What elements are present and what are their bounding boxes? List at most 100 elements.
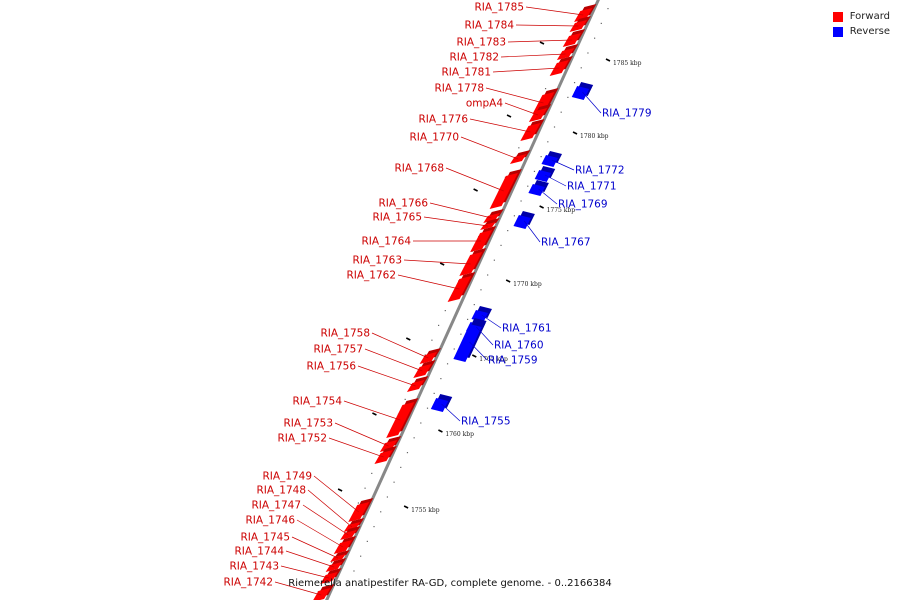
gene-leader-line: [285, 550, 335, 568]
gene-label: RIA_1756: [306, 361, 356, 373]
gene-arrow-face: [513, 215, 531, 229]
legend-label-forward: Forward: [849, 11, 890, 22]
minor-tick-mark: [580, 67, 582, 69]
gene-arrow-face: [333, 540, 353, 554]
gene-leader-line: [523, 220, 541, 243]
gene-label: RIA_1749: [262, 471, 312, 483]
minor-tick-mark: [406, 452, 409, 454]
gene-label: RIA_1783: [456, 37, 506, 49]
scale-tick-mark: [605, 58, 611, 62]
gene-RIA_1749[interactable]: [348, 498, 374, 522]
gene-leader-line: [343, 400, 401, 421]
legend: Forward Reverse: [832, 9, 890, 39]
gene-leader-line: [515, 24, 579, 27]
gene-label: RIA_1785: [474, 2, 524, 14]
gene-leader-line: [544, 174, 567, 187]
scale-tick-label: 1770 kbp: [513, 281, 542, 288]
minor-tick-mark: [573, 82, 576, 84]
minor-tick-mark: [444, 310, 446, 312]
minor-tick-mark: [426, 407, 429, 409]
gene-leader-line: [334, 422, 389, 447]
gene-RIA_1768[interactable]: [489, 169, 522, 209]
minor-tick-mark: [331, 561, 333, 563]
gene-leader-line: [445, 167, 504, 192]
gene-label: RIA_1748: [256, 485, 306, 497]
scale-tick-mark: [473, 188, 478, 192]
gene-arrow-face: [313, 588, 331, 600]
minor-tick-mark: [346, 585, 348, 587]
gene-arrow-face: [571, 86, 590, 100]
gene-label: RIA_1746: [245, 515, 295, 527]
scale-tick-label: 1785 kbp: [613, 60, 642, 67]
gene-label: RIA_1761: [502, 323, 552, 335]
gene-leader-line: [280, 565, 330, 579]
minor-tick-mark: [366, 540, 368, 542]
minor-tick-mark: [567, 96, 569, 98]
minor-tick-mark: [353, 570, 355, 572]
legend-item-forward: Forward: [832, 9, 890, 24]
gene-label: RIA_1772: [575, 165, 625, 177]
gene-RIA_1761[interactable]: [471, 306, 492, 322]
minor-tick-mark: [438, 324, 440, 326]
gene-RIA_1764[interactable]: [470, 226, 497, 252]
scale-tick-mark: [438, 429, 443, 433]
gene-label: RIA_1767: [541, 237, 591, 249]
gene-RIA_1784[interactable]: [569, 16, 591, 32]
gene-leader-line: [500, 53, 566, 58]
minor-tick-mark: [594, 37, 596, 39]
gene-RIA_1779[interactable]: [571, 82, 594, 100]
gene-RIA_1772[interactable]: [541, 151, 562, 167]
gene-leader-line: [302, 504, 349, 536]
gene-arrow-face: [483, 213, 500, 223]
gene-leader-line: [296, 519, 344, 548]
minor-tick-mark: [540, 156, 542, 158]
genome-backbone: [325, 0, 600, 600]
minor-tick-mark: [473, 304, 475, 306]
minor-tick-mark: [553, 126, 556, 128]
gene-arrow-face: [534, 170, 552, 182]
minor-tick-mark: [600, 22, 602, 24]
gene-label: RIA_1742: [223, 577, 273, 589]
gene-leader-line: [403, 259, 471, 265]
scale-tick-mark: [372, 412, 377, 416]
scale-tick-mark: [539, 205, 544, 209]
scale-tick-mark: [572, 131, 578, 135]
gene-RIA_1763[interactable]: [459, 248, 487, 276]
gene-leader-line: [328, 437, 384, 458]
gene-leader-line: [460, 136, 519, 160]
gene-leader-line: [313, 475, 359, 513]
gene-leader-line: [504, 102, 539, 116]
gene-RIA_1766[interactable]: [483, 209, 504, 223]
scale-tick-mark: [439, 262, 445, 266]
gene-leader-line: [423, 216, 488, 227]
minor-tick-mark: [544, 88, 547, 90]
minor-tick-mark: [453, 348, 455, 350]
minor-tick-mark: [527, 185, 529, 187]
minor-tick-mark: [433, 392, 435, 394]
gene-RIA_1769[interactable]: [528, 180, 549, 196]
gene-leader-line: [371, 332, 429, 359]
gene-leader-line: [469, 341, 488, 361]
gene-leader-line: [481, 314, 502, 329]
gene-RIA_1755[interactable]: [430, 394, 453, 412]
gene-leader-line: [582, 91, 602, 114]
gene-arrow-face: [541, 155, 558, 167]
scale-tick-mark: [405, 337, 411, 341]
gene-RIA_1771[interactable]: [534, 166, 556, 182]
minor-tick-mark: [520, 200, 522, 202]
minor-tick-mark: [467, 318, 469, 320]
scale-tick-mark: [539, 41, 545, 45]
scale-tick-mark: [505, 279, 511, 283]
gene-label: RIA_1759: [488, 355, 538, 367]
scale-tick-label: 1765 kbp: [479, 356, 508, 363]
gene-leader-line: [476, 326, 494, 346]
gene-RIA_1767[interactable]: [513, 211, 535, 229]
minor-tick-mark: [440, 378, 442, 380]
gene-label: RIA_1753: [283, 418, 333, 430]
gene-label: RIA_1769: [558, 199, 608, 211]
minor-tick-mark: [587, 52, 589, 54]
gene-leader-line: [274, 581, 322, 596]
minor-tick-mark: [364, 487, 366, 489]
